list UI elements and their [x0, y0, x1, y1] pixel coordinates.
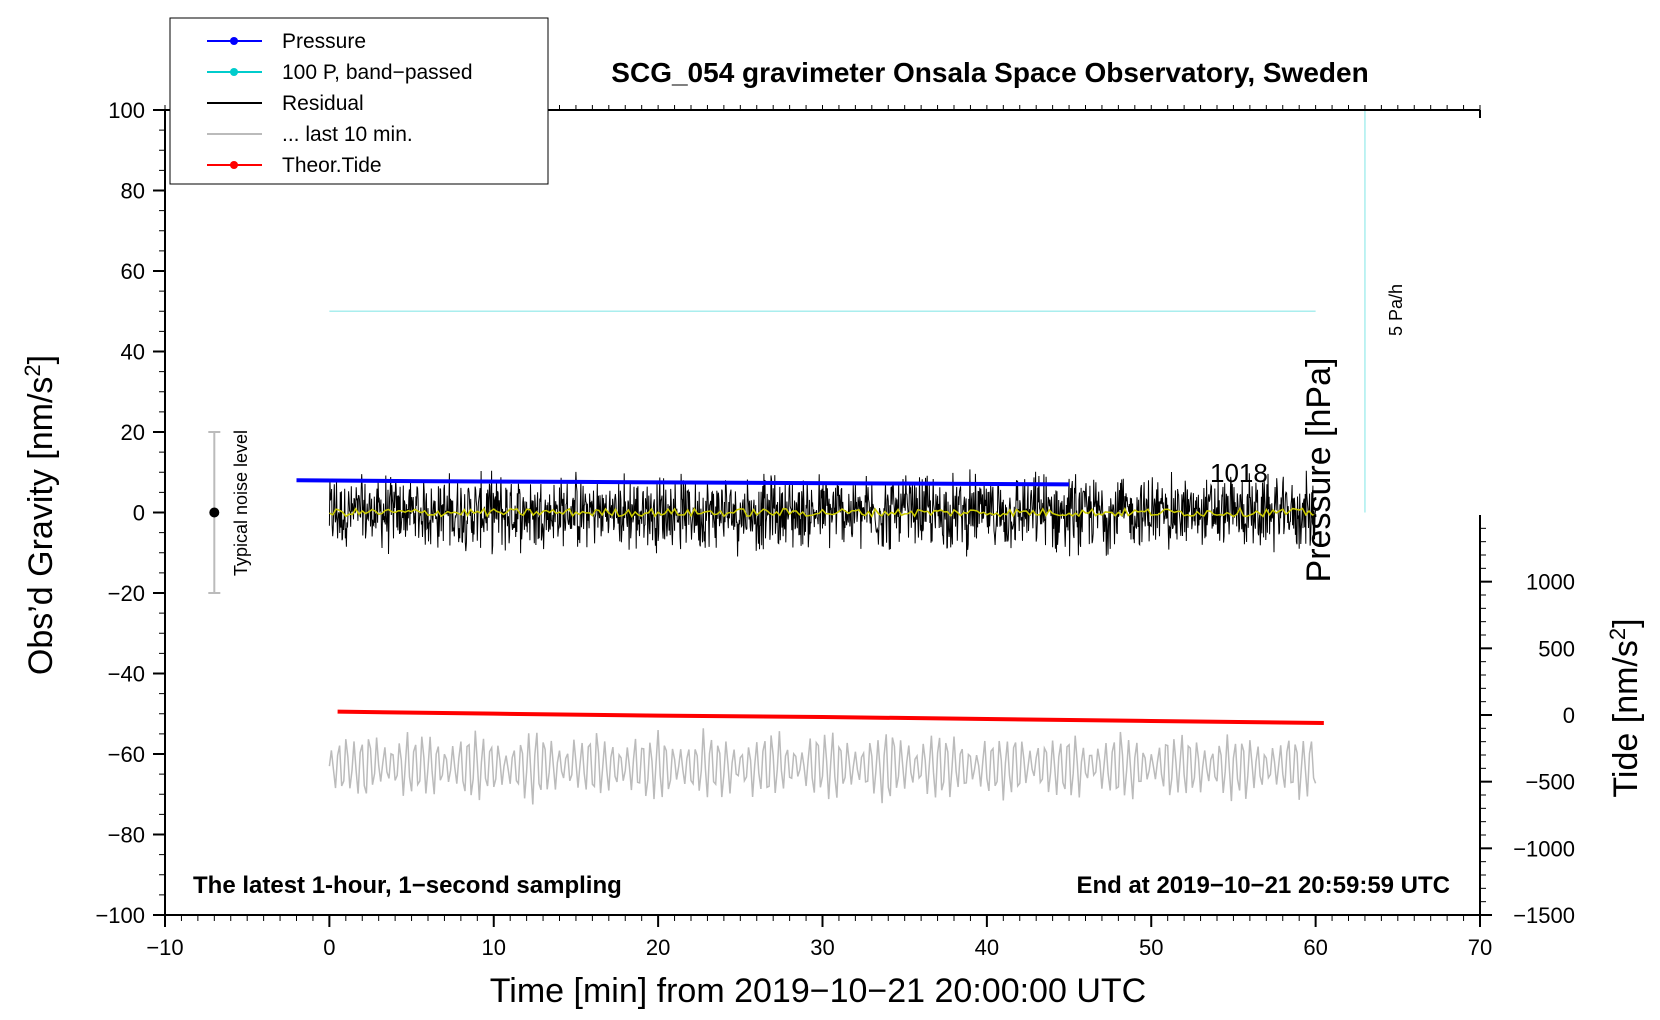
right-y-tick-label: 1000	[1526, 570, 1575, 595]
y-tick-label: 80	[121, 179, 145, 204]
y-tick-label: 0	[133, 501, 145, 526]
legend-swatch-marker	[230, 68, 238, 76]
x-tick-label: 60	[1303, 935, 1327, 960]
right-y-tick-label: −1500	[1513, 903, 1575, 928]
series-residual-smoothed-line	[329, 506, 1316, 519]
legend-label: Residual	[282, 92, 364, 115]
y-tick-label: 60	[121, 259, 145, 284]
series-pressure-line	[296, 478, 1070, 487]
right-y-tick-label: −1000	[1513, 836, 1575, 861]
y-tick-label: 20	[121, 420, 145, 445]
series-theor-tide-line	[337, 709, 1324, 725]
y-axis-title-right: Tide [nm/s2]	[1605, 618, 1645, 797]
x-tick-label: 20	[646, 935, 670, 960]
right-y-tick-label: −500	[1525, 770, 1575, 795]
pressure-axis-title: Pressure [hPa]	[1300, 358, 1338, 583]
x-axis-title: Time [min] from 2019−10−21 20:00:00 UTC	[490, 972, 1146, 1010]
legend-box	[169, 17, 549, 185]
legend-swatch-marker	[230, 37, 238, 45]
x-tick-label: 30	[810, 935, 834, 960]
x-tick-label: 70	[1468, 935, 1492, 960]
chart-title: SCG_054 gravimeter Onsala Space Observat…	[611, 57, 1368, 88]
y-tick-label: −40	[108, 662, 145, 687]
legend-label: Pressure	[282, 30, 366, 53]
pressure-value-label: 1018	[1210, 458, 1268, 488]
noise-bar-center-dot	[209, 507, 220, 518]
x-tick-label: 0	[323, 935, 335, 960]
axes-layer: −10 0 10 20 30 40 50 60 70−100−80−60−40−20020406…	[95, 98, 1575, 960]
series-residual-line	[328, 469, 1317, 557]
footer-right-note: End at 2019−10−21 20:59:59 UTC	[1076, 872, 1450, 899]
y-tick-label: −60	[108, 742, 145, 767]
x-tick-label: 10	[482, 935, 506, 960]
footer-left-note: The latest 1-hour, 1−second sampling	[193, 872, 622, 899]
y-tick-label: −80	[108, 823, 145, 848]
legend-label: ... last 10 min.	[282, 123, 413, 146]
y-tick-label: −20	[108, 581, 145, 606]
y-tick-label: 100	[108, 98, 145, 123]
data-layer	[208, 110, 1366, 805]
right-y-tick-label: 0	[1563, 703, 1575, 728]
legend-label: Theor.Tide	[282, 154, 382, 177]
y-axis-title-left: Obs’d Gravity [nm/s2]	[20, 355, 60, 675]
legend-label: 100 P, band−passed	[282, 61, 473, 84]
series-last10min-line	[328, 728, 1317, 805]
y-tick-label: 40	[121, 340, 145, 365]
rate-label: 5 Pa/h	[1386, 284, 1406, 336]
legend-swatch-marker	[230, 161, 238, 169]
x-tick-label: 50	[1139, 935, 1163, 960]
right-y-tick-label: 500	[1538, 636, 1575, 661]
legend: Pressure 100 P, band−passed Residual ... la…	[169, 17, 549, 185]
x-tick-label: −10	[146, 935, 183, 960]
noise-level-label: Typical noise level	[231, 430, 251, 576]
y-tick-label: −100	[95, 903, 145, 928]
x-tick-label: 40	[975, 935, 999, 960]
